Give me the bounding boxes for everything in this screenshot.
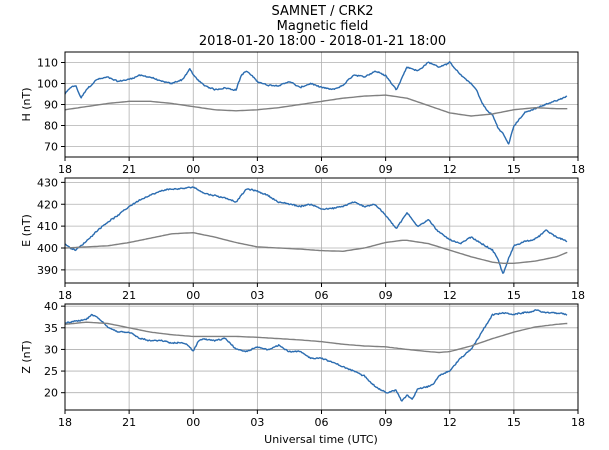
series-quiet_day-line: [64, 94, 568, 117]
y-tick-label: 70: [44, 141, 58, 154]
series-quiet_day-line: [64, 231, 568, 264]
x-tick-label: 09: [379, 289, 393, 302]
x-tick-label: 06: [315, 416, 329, 429]
series-quiet_day-line: [64, 321, 568, 354]
y-axis-label: E (nT): [20, 214, 33, 247]
y-tick-label: 430: [37, 176, 58, 189]
y-tick-label: 410: [37, 220, 58, 233]
x-tick-label: 18: [58, 289, 72, 302]
y-tick-label: 35: [44, 322, 58, 335]
x-tick-label: 21: [122, 163, 136, 176]
y-axis-label: Z (nT): [20, 340, 33, 373]
y-tick-label: 400: [37, 242, 58, 255]
x-tick-label: 03: [250, 416, 264, 429]
x-tick-label: 00: [186, 289, 200, 302]
y-tick-label: 100: [37, 78, 58, 91]
x-tick-label: 12: [443, 163, 457, 176]
x-tick-label: 15: [507, 163, 521, 176]
x-tick-label: 06: [315, 163, 329, 176]
y-tick-label: 20: [44, 387, 58, 400]
chart-title-quantity: Magnetic field: [276, 19, 369, 34]
x-tick-label: 03: [250, 289, 264, 302]
y-tick-label: 110: [37, 57, 58, 70]
x-tick-label: 21: [122, 416, 136, 429]
x-tick-label: 12: [443, 289, 457, 302]
series-measured-line: [65, 309, 568, 402]
x-tick-label: 09: [379, 416, 393, 429]
y-tick-label: 25: [44, 365, 58, 378]
x-tick-label: 18: [571, 416, 585, 429]
x-tick-label: 18: [58, 163, 72, 176]
y-tick-label: 420: [37, 198, 58, 211]
panel-H: 70 80 90 100 110 18 21 00 03 06 09 12 15 18 H (nT): [20, 51, 585, 176]
y-tick-label: 90: [44, 99, 58, 112]
panel-Z: 20 25 30 35 40 18 21 00 03 06 09 12 15 18 Z (nT): [20, 300, 585, 429]
chart-title-date-range: 2018-01-20 18:00 - 2018-01-21 18:00: [198, 34, 447, 49]
x-tick-label: 09: [379, 163, 393, 176]
series-measured-line: [64, 61, 568, 145]
x-tick-label: 18: [571, 289, 585, 302]
y-tick-label: 390: [37, 264, 58, 277]
y-axis-label: H (nT): [20, 87, 33, 121]
x-tick-label: 18: [571, 163, 585, 176]
panel-E: 390 400 410 420 430 18 21 00 03 06 09 12 15 18 E (nT): [20, 176, 585, 302]
x-tick-label: 03: [250, 163, 264, 176]
x-tick-label: 06: [315, 289, 329, 302]
x-tick-label: 00: [186, 163, 200, 176]
y-tick-label: 40: [44, 300, 58, 313]
chart-title-station: SAMNET / CRK2: [271, 4, 374, 19]
x-tick-label: 21: [122, 289, 136, 302]
x-tick-label: 18: [58, 416, 72, 429]
x-tick-label: 12: [443, 416, 457, 429]
series-measured-line: [64, 186, 568, 274]
x-axis-label: Universal time (UTC): [264, 433, 378, 446]
y-tick-label: 80: [44, 120, 58, 133]
x-tick-label: 15: [507, 416, 521, 429]
y-tick-label: 30: [44, 343, 58, 356]
x-tick-label: 00: [186, 416, 200, 429]
x-tick-label: 15: [507, 289, 521, 302]
